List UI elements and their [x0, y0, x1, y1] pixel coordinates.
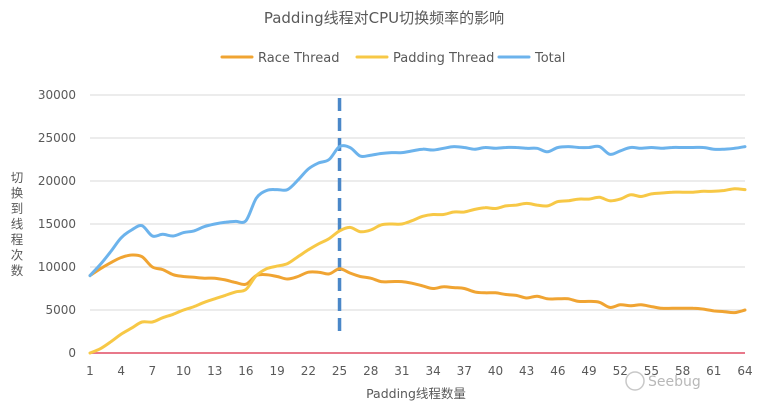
y-axis-label-char: 次	[11, 248, 24, 263]
y-tick-label: 20000	[38, 174, 76, 188]
y-tick-label: 5000	[45, 303, 76, 317]
x-tick-label: 64	[737, 364, 752, 378]
x-tick-label: 37	[457, 364, 472, 378]
series-lines	[88, 144, 747, 355]
x-axis-label: Padding线程数量	[366, 386, 466, 401]
y-axis-label-char: 数	[11, 263, 24, 278]
watermark: Seebug	[625, 371, 701, 391]
legend-label: Padding Thread	[393, 51, 494, 66]
x-tick-label: 58	[675, 364, 690, 378]
legend-label: Race Thread	[258, 51, 339, 66]
series-line-total	[88, 144, 747, 278]
y-tick-label: 0	[68, 346, 76, 360]
y-axis-label-char: 切	[11, 170, 24, 185]
y-tick-label: 10000	[38, 260, 76, 274]
x-tick-label: 13	[207, 364, 222, 378]
y-axis-label-char: 程	[11, 232, 24, 247]
x-tick-label: 19	[270, 364, 285, 378]
y-axis-label-char: 换	[11, 186, 24, 201]
y-tick-label: 25000	[38, 131, 76, 145]
x-tick-label: 1	[86, 364, 94, 378]
x-tick-label: 28	[363, 364, 378, 378]
x-tick-label: 61	[706, 364, 721, 378]
series-line-race-thread	[88, 253, 747, 315]
watermark-text: Seebug	[648, 374, 701, 390]
x-tick-label: 16	[238, 364, 253, 378]
y-axis-label-char: 到	[11, 201, 24, 216]
x-tick-label: 40	[488, 364, 503, 378]
x-tick-label: 49	[581, 364, 596, 378]
legend-label: Total	[534, 51, 565, 66]
x-tick-label: 31	[394, 364, 409, 378]
watermark-logo-icon	[625, 371, 645, 391]
x-tick-label: 7	[149, 364, 157, 378]
x-tick-label: 46	[550, 364, 565, 378]
legend: Race Thread Padding Thread Total	[220, 51, 565, 66]
x-tick-label: 10	[176, 364, 191, 378]
x-tick-label: 52	[613, 364, 628, 378]
x-tick-label: 34	[425, 364, 440, 378]
y-axis-ticks: 0 5000 10000 15000 20000 25000 30000	[38, 88, 76, 360]
x-tick-label: 55	[644, 364, 659, 378]
chart-title: Padding线程对CPU切换频率的影响	[264, 9, 504, 27]
x-tick-label: 25	[332, 364, 347, 378]
x-axis-ticks: 1 4 7 10 13 16 19 22 25 28 31 34 37 40 43 46 49 52 55 58 61 6…	[86, 364, 752, 378]
x-tick-label: 22	[301, 364, 316, 378]
y-tick-label: 15000	[38, 217, 76, 231]
x-tick-label: 43	[519, 364, 534, 378]
y-tick-label: 30000	[38, 88, 76, 102]
gridlines	[90, 94, 745, 311]
x-tick-label: 4	[117, 364, 125, 378]
y-axis-label-char: 线	[11, 217, 24, 232]
series-line-padding-thread	[88, 187, 747, 355]
